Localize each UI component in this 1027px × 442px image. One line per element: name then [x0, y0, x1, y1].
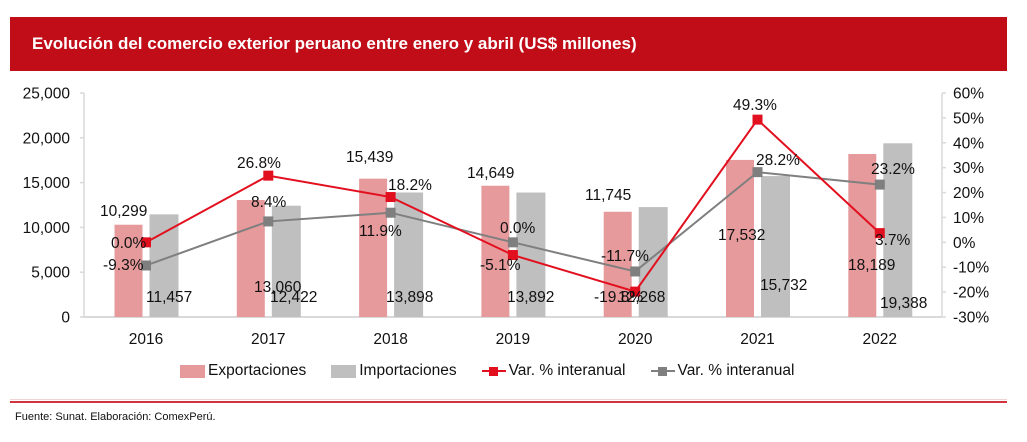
- data-label-imports-var: 11.9%: [359, 223, 402, 240]
- bar-imports: [883, 143, 913, 317]
- x-tick-label: 2021: [740, 331, 774, 348]
- bar-imports: [516, 192, 546, 317]
- legend-label: Importaciones: [359, 362, 457, 379]
- y-tick-label: 0: [61, 310, 70, 327]
- source-note: Fuente: Sunat. Elaboración: ComexPerú.: [15, 411, 216, 423]
- x-tick-label: 2016: [129, 331, 163, 348]
- bar-exports: [848, 154, 877, 317]
- data-label-imports: 13,898: [386, 289, 433, 306]
- footer-divider-shadow: [10, 399, 1007, 400]
- bar-exports: [359, 178, 388, 317]
- y2-tick-label: 0%: [953, 235, 976, 252]
- chart-header-bar: Evolución del comercio exterior peruano …: [10, 17, 1007, 71]
- data-label-imports: 12,268: [618, 289, 665, 306]
- bar-imports: [271, 205, 301, 317]
- legend-swatch-exports: [180, 364, 205, 378]
- x-tick-label: 2019: [496, 331, 530, 348]
- data-label-imports-var: -11.7%: [601, 248, 649, 265]
- legend-label: Var. % interanual: [508, 362, 626, 379]
- exports-var-marker: [630, 286, 641, 297]
- legend-swatch-imports: [331, 364, 357, 378]
- legend-swatch-exports-var: [481, 364, 506, 378]
- chart-plot: 0 5,000 10,000 15,000 20,000 25,000 -30% -20% -1…: [23, 86, 990, 349]
- imports-var-marker: [752, 167, 763, 178]
- data-label-imports: 15,732: [760, 277, 807, 294]
- data-label-exports: 10,299: [100, 203, 147, 220]
- data-label-imports-var: 8.4%: [251, 194, 287, 211]
- data-label-exports: 18,189: [848, 257, 895, 274]
- data-label-imports-var: -9.3%: [103, 257, 144, 274]
- imports-var-marker: [507, 237, 518, 248]
- bar-imports: [394, 192, 424, 317]
- imports-var-marker: [874, 179, 885, 190]
- imports-var-marker: [141, 260, 151, 271]
- chart-legend: Exportaciones Importaciones Var. % inter…: [180, 360, 819, 382]
- x-tick-label: 2017: [251, 331, 285, 348]
- data-label-imports-var: 0.0%: [500, 220, 536, 237]
- data-label-exports: 11,745: [585, 187, 631, 204]
- data-label-exports-var: 3.7%: [875, 232, 911, 249]
- y-tick-label: 15,000: [23, 175, 71, 192]
- data-label-exports-var: -19.8%: [594, 289, 643, 306]
- legend-label: Exportaciones: [208, 362, 307, 379]
- legend-item-imports-var: Var. % interanual: [650, 362, 795, 380]
- exports-var-marker: [752, 114, 763, 125]
- bar-exports: [236, 199, 265, 317]
- imports-var-marker: [385, 207, 396, 218]
- y2-tick-label: -30%: [953, 310, 989, 327]
- y2-tick-label: 10%: [953, 210, 984, 227]
- y-tick-label: 25,000: [23, 86, 71, 103]
- x-tick-label: 2020: [618, 331, 653, 348]
- x-tick-label: 2018: [373, 331, 407, 348]
- y2-tick-label: 50%: [953, 110, 984, 127]
- legend-item-exports-var: Var. % interanual: [481, 362, 626, 380]
- x-tick-label: 2022: [863, 331, 897, 348]
- legend-item-exports: Exportaciones: [180, 362, 306, 380]
- exports-var-marker: [141, 237, 151, 248]
- data-label-exports: 17,532: [718, 227, 765, 244]
- legend-item-imports: Importaciones: [331, 362, 457, 380]
- y-tick-label: 20,000: [23, 130, 71, 147]
- data-label-exports: 13,060: [254, 279, 302, 296]
- data-label-imports-var: 28.2%: [756, 152, 800, 169]
- data-label-imports: 13,892: [507, 289, 554, 306]
- bar-imports: [761, 176, 790, 317]
- data-label-imports: 19,388: [880, 295, 927, 312]
- data-label-exports-var: -5.1%: [480, 257, 521, 274]
- bar-exports: [114, 224, 143, 317]
- y2-tick-label: 30%: [953, 160, 984, 177]
- data-label-exports-var: 18.2%: [388, 177, 432, 194]
- data-label-exports-var: 0.0%: [111, 235, 147, 252]
- data-label-exports: 14,649: [467, 165, 514, 182]
- exports-var-marker: [385, 192, 396, 203]
- y2-tick-label: 40%: [953, 135, 984, 152]
- y2-tick-label: 60%: [953, 86, 984, 103]
- exports-var-marker: [507, 250, 518, 261]
- data-label-imports: 11,457: [146, 289, 192, 306]
- data-label-imports-var: 23.2%: [871, 161, 915, 178]
- y2-tick-label: 20%: [953, 185, 984, 202]
- chart-title: Evolución del comercio exterior peruano …: [32, 34, 637, 53]
- exports-var-marker: [874, 228, 885, 239]
- data-label-exports: 15,439: [346, 149, 393, 166]
- footer-divider: [10, 401, 1007, 403]
- legend-label: Var. % interanual: [677, 362, 795, 379]
- data-label-exports-var: 26.8%: [237, 155, 281, 172]
- imports-var-marker: [630, 266, 641, 277]
- y2-tick-label: -10%: [953, 260, 989, 277]
- y-tick-label: 10,000: [23, 220, 71, 237]
- legend-swatch-imports-var: [650, 364, 675, 378]
- imports-var-marker: [263, 216, 274, 227]
- data-label-imports: 12,422: [270, 289, 317, 306]
- y-tick-label: 5,000: [31, 265, 70, 282]
- y2-tick-label: -20%: [953, 285, 989, 302]
- bar-imports: [638, 207, 668, 317]
- data-label-exports-var: 49.3%: [733, 97, 777, 114]
- exports-var-marker: [263, 170, 274, 181]
